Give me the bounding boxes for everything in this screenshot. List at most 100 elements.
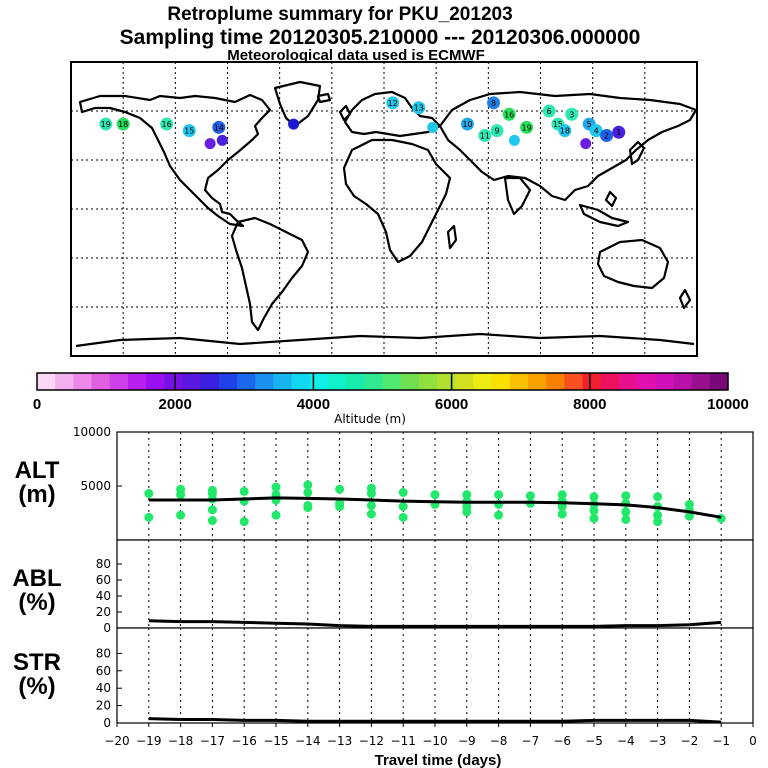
colorbar-cell <box>400 373 420 390</box>
data-point <box>303 503 313 513</box>
x-tick-label: −20 <box>104 734 129 748</box>
data-point <box>366 509 376 519</box>
plume-point <box>204 138 216 150</box>
alt-unit-label: (m) <box>18 481 55 508</box>
plume-point-label: 11 <box>480 132 490 141</box>
x-tick-label: −5 <box>585 734 603 748</box>
x-tick-label: −9 <box>458 734 476 748</box>
colorbar-cell <box>527 373 547 390</box>
data-point <box>303 487 313 497</box>
plume-point-label: 4 <box>594 127 599 136</box>
data-point <box>398 487 408 497</box>
y-tick-label: 10000 <box>73 425 111 439</box>
chart-title: Retroplume summary for PKU_201203 <box>167 4 512 25</box>
data-point <box>366 489 376 499</box>
colorbar-tick-label: 6000 <box>435 396 468 413</box>
x-tick-label: −7 <box>522 734 540 748</box>
y-tick-label: 20 <box>96 699 111 713</box>
plume-point <box>116 117 130 131</box>
x-tick-label: −10 <box>422 734 447 748</box>
colorbar-cell <box>673 373 693 390</box>
data-point <box>271 482 281 492</box>
y-tick-label: 0 <box>103 621 111 635</box>
plume-point-label: 1 <box>616 128 621 137</box>
colorbar-cell <box>327 373 347 390</box>
plume-point <box>160 117 174 131</box>
plume-point <box>487 96 501 110</box>
str-unit-label: (%) <box>18 673 55 700</box>
data-point <box>525 491 535 501</box>
plume-point <box>612 125 626 139</box>
colorbar-cell <box>309 373 329 390</box>
data-point <box>557 490 567 500</box>
plume-point <box>558 124 572 138</box>
plume-point <box>565 107 579 121</box>
plume-point-label: 15 <box>184 127 194 136</box>
plume-point-label: 16 <box>504 110 514 119</box>
colorbar-cell <box>709 373 729 390</box>
data-point <box>621 491 631 501</box>
data-point <box>653 510 663 520</box>
plume-point <box>542 104 556 118</box>
y-tick-label: 40 <box>96 589 111 603</box>
data-point <box>621 507 631 517</box>
y-tick-label: 80 <box>96 646 111 660</box>
plume-point-label: 18 <box>118 120 128 129</box>
plume-point <box>490 124 504 138</box>
colorbar-cell <box>346 373 365 390</box>
data-point <box>239 517 249 527</box>
x-tick-label: −16 <box>232 734 257 748</box>
plume-point-label: 14 <box>214 123 224 132</box>
data-point <box>207 505 217 515</box>
abl-label: ABL <box>12 565 61 592</box>
plume-point <box>412 101 426 115</box>
data-point <box>589 513 599 523</box>
panel-frame <box>116 627 754 724</box>
data-point <box>653 517 663 527</box>
colorbar-cell <box>109 373 129 390</box>
x-axis-label: Travel time (days) <box>375 752 502 768</box>
plume-point <box>508 134 520 146</box>
plume-point-label: 3 <box>569 110 574 119</box>
y-tick-label: 5000 <box>80 479 111 493</box>
colorbar-cell <box>655 373 674 390</box>
plume-point-label: 18 <box>560 127 570 136</box>
x-tick-label: −11 <box>391 734 416 748</box>
x-tick-label: −3 <box>649 734 667 748</box>
met-note: Meteorological data used is ECMWF <box>227 47 485 64</box>
colorbar-cell <box>55 373 74 390</box>
colorbar-cell <box>364 373 383 390</box>
data-point <box>430 490 440 500</box>
x-tick-label: −13 <box>327 734 352 748</box>
colorbar-cell <box>564 373 584 390</box>
plume-point <box>460 117 474 131</box>
plume-point <box>589 124 603 138</box>
x-tick-label: −14 <box>295 734 320 748</box>
str-label: STR <box>13 649 61 676</box>
map-graticule <box>71 62 697 356</box>
plume-point-label: 9 <box>494 127 499 136</box>
colorbar-cell <box>146 373 165 390</box>
data-point <box>176 510 186 520</box>
data-point <box>207 516 217 526</box>
plume-point-label: 12 <box>388 99 398 108</box>
plume-point <box>386 96 400 110</box>
colorbar-cell <box>691 373 711 390</box>
plume-point-label: 8 <box>491 99 496 108</box>
series-line <box>148 619 722 628</box>
alt-panel: 10000 5000 <box>73 425 754 541</box>
y-tick-label: 20 <box>96 605 111 619</box>
data-point <box>144 489 154 499</box>
colorbar-cell <box>200 373 220 390</box>
data-point <box>366 500 376 510</box>
plume-point-label: 16 <box>162 120 172 129</box>
colorbar-cell <box>437 373 456 390</box>
data-point <box>589 506 599 516</box>
altitude-colorbar: 0 2000 4000 6000 8000 10000 Altitude (m) <box>33 372 749 426</box>
data-point <box>621 514 631 524</box>
x-tick-label: −4 <box>617 734 635 748</box>
series-line <box>148 496 722 519</box>
x-tick-label: −18 <box>168 734 193 748</box>
